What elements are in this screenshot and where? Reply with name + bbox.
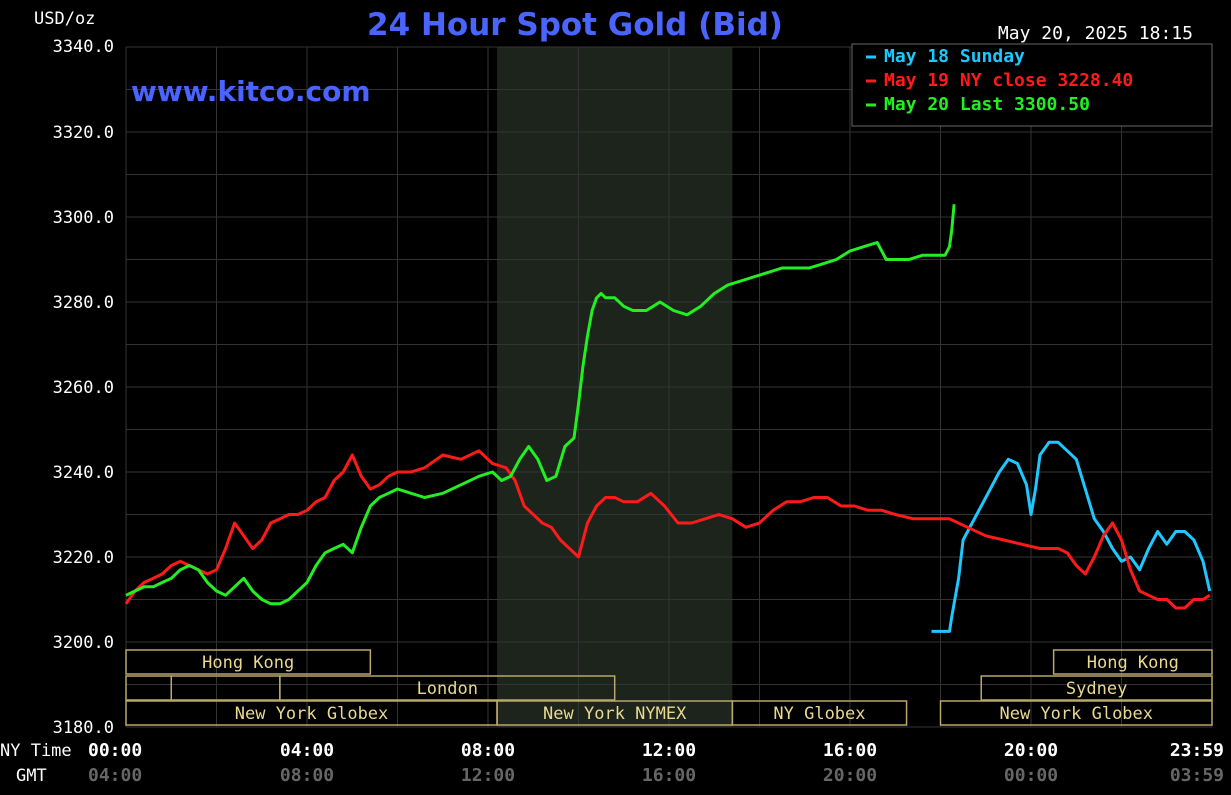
x-tick-label-gmt: 03:59 xyxy=(1170,765,1224,786)
timestamp: May 20, 2025 18:15 xyxy=(998,23,1193,44)
y-tick-label: 3320.0 xyxy=(53,123,114,143)
session-box xyxy=(939,700,1213,726)
series-line xyxy=(125,204,956,606)
x-tick-label: 20:00 xyxy=(1004,740,1058,761)
legend-box xyxy=(851,43,1213,127)
session-box xyxy=(125,649,372,675)
session-label: NY Globex xyxy=(773,704,865,724)
x-tick-label-gmt: 08:00 xyxy=(280,765,334,786)
y-tick-label: 3340.0 xyxy=(53,37,114,57)
x-axis-ticks: 00:00 04:00 04:00 08:00 08:00 12:00 12:00 16:00… xyxy=(88,740,1224,786)
y-tick-label: 3220.0 xyxy=(53,548,114,568)
legend-entry: May 19 NY close 3228.40 xyxy=(884,70,1133,91)
session-label: Hong Kong xyxy=(202,653,294,673)
legend-entry: May 18 Sunday xyxy=(884,46,1025,67)
session-box xyxy=(980,675,1213,701)
session-box xyxy=(731,700,908,726)
y-tick-label: 3280.0 xyxy=(53,293,114,313)
x-tick-label: 04:00 xyxy=(280,740,334,761)
x-tick-label-gmt: 16:00 xyxy=(642,765,696,786)
x-tick-label: 16:00 xyxy=(823,740,877,761)
price-series xyxy=(124,204,1212,633)
y-tick-label: 3300.0 xyxy=(53,208,114,228)
session-label: London xyxy=(417,679,478,699)
x-tick-label-gmt: 20:00 xyxy=(823,765,877,786)
chart-title: 24 Hour Spot Gold (Bid) xyxy=(367,7,783,43)
session-label: New York NYMEX xyxy=(543,704,687,724)
y-tick-label: 3260.0 xyxy=(53,378,114,398)
x-tick-label: 00:00 xyxy=(88,740,142,761)
y-axis-ticks: 3340.0 3320.0 3300.0 3280.0 3260.0 3240.0 3220… xyxy=(53,37,114,738)
session-box xyxy=(279,675,616,701)
ny-time-label: NY Time xyxy=(0,741,72,761)
unit-label: USD/oz xyxy=(34,9,95,29)
x-tick-label-gmt: 04:00 xyxy=(88,765,142,786)
session-label: Hong Kong xyxy=(1087,653,1179,673)
session-label: New York Globex xyxy=(235,704,389,724)
x-tick-label: 23:59 xyxy=(1170,740,1224,761)
trading-sessions: Hong Kong London New York Globex New York N… xyxy=(125,649,1213,726)
x-tick-label-gmt: 12:00 xyxy=(461,765,515,786)
session-label: New York Globex xyxy=(999,704,1153,724)
gmt-label: GMT xyxy=(16,766,47,786)
grid-lines xyxy=(125,46,1213,728)
y-tick-label: 3200.0 xyxy=(53,633,114,653)
session-box xyxy=(1052,649,1213,675)
legend-entry: May 20 Last 3300.50 xyxy=(884,94,1090,115)
x-tick-label-gmt: 00:00 xyxy=(1004,765,1058,786)
x-tick-label: 08:00 xyxy=(461,740,515,761)
x-tick-label: 12:00 xyxy=(642,740,696,761)
y-tick-label: 3240.0 xyxy=(53,463,114,483)
series-line xyxy=(124,449,1211,610)
y-tick-label: 3180.0 xyxy=(53,718,114,738)
watermark: www.kitco.com xyxy=(131,75,371,108)
session-label: Sydney xyxy=(1066,679,1127,699)
legend: May 18 Sunday May 19 NY close 3228.40 May … xyxy=(851,43,1213,127)
